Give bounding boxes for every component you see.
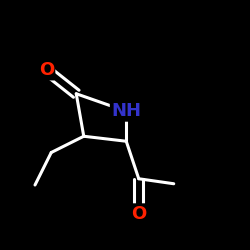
Text: O: O <box>38 61 54 79</box>
Text: NH: NH <box>111 102 141 120</box>
Text: O: O <box>131 205 146 223</box>
